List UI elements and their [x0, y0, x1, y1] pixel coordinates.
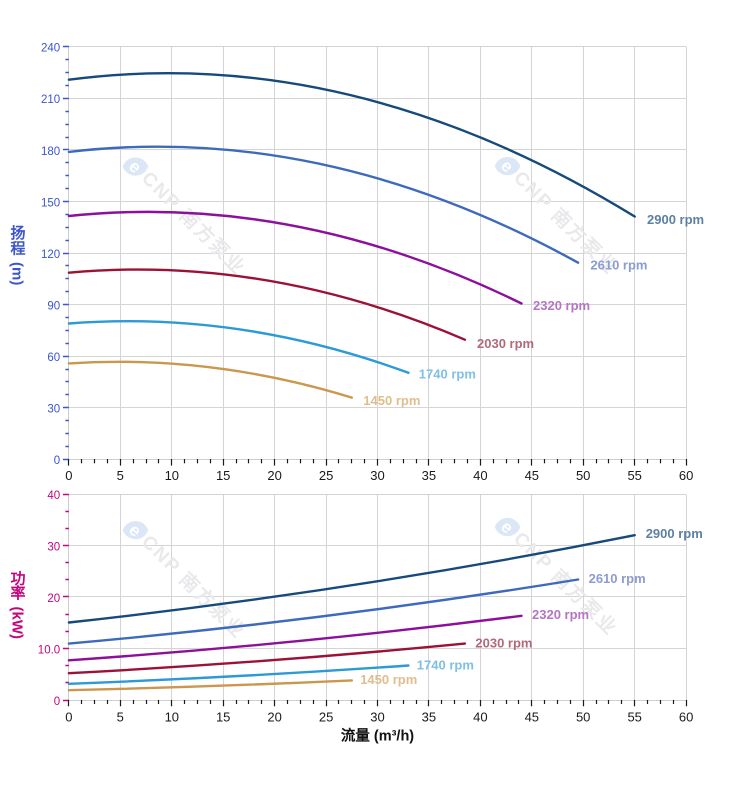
svg-text:45: 45	[525, 468, 539, 483]
svg-text:30: 30	[370, 710, 384, 725]
svg-text:50: 50	[576, 710, 590, 725]
svg-text:25: 25	[319, 710, 333, 725]
svg-text:30: 30	[47, 404, 60, 416]
svg-text:2610 rpm: 2610 rpm	[590, 257, 647, 272]
svg-text:180: 180	[41, 146, 60, 158]
svg-text:120: 120	[41, 249, 60, 261]
svg-text:1450 rpm: 1450 rpm	[360, 672, 417, 687]
svg-text:10: 10	[165, 710, 179, 725]
svg-text:1740 rpm: 1740 rpm	[419, 367, 476, 382]
svg-text:功: 功	[10, 571, 25, 588]
svg-text:150: 150	[41, 197, 60, 209]
svg-text:2030 rpm: 2030 rpm	[477, 336, 534, 351]
svg-text:60: 60	[679, 468, 693, 483]
svg-text:240: 240	[41, 43, 60, 55]
svg-text:CNP 南方泵业: CNP 南方泵业	[137, 167, 250, 280]
svg-text:40: 40	[473, 468, 487, 483]
svg-text:1450 rpm: 1450 rpm	[363, 393, 420, 408]
svg-text:10.0: 10.0	[38, 644, 60, 656]
svg-text:55: 55	[627, 710, 641, 725]
svg-text:20: 20	[47, 593, 60, 605]
svg-text:0: 0	[54, 696, 60, 708]
svg-text:流量 (m³/h): 流量 (m³/h)	[341, 727, 414, 745]
svg-text:60: 60	[679, 710, 693, 725]
svg-text:50: 50	[576, 468, 590, 483]
svg-text:5: 5	[117, 468, 124, 483]
svg-text:1740 rpm: 1740 rpm	[417, 658, 474, 673]
svg-text:扬: 扬	[10, 224, 25, 242]
svg-text:2320 rpm: 2320 rpm	[533, 298, 590, 313]
svg-text:2030 rpm: 2030 rpm	[475, 636, 532, 651]
svg-text:30: 30	[370, 468, 384, 483]
svg-text:55: 55	[627, 468, 641, 483]
svg-text:2900 rpm: 2900 rpm	[646, 526, 703, 541]
svg-text:(m): (m)	[9, 262, 26, 285]
svg-text:率: 率	[10, 584, 25, 602]
svg-text:30: 30	[47, 541, 60, 553]
svg-text:0: 0	[65, 710, 72, 725]
svg-text:25: 25	[319, 468, 333, 483]
svg-text:0: 0	[54, 455, 60, 467]
svg-text:90: 90	[47, 300, 60, 312]
svg-text:(kW): (kW)	[9, 607, 26, 640]
svg-text:10: 10	[165, 468, 179, 483]
svg-text:程: 程	[10, 240, 25, 257]
svg-text:40: 40	[47, 490, 60, 502]
svg-text:45: 45	[525, 710, 539, 725]
svg-text:15: 15	[216, 468, 230, 483]
svg-text:20: 20	[267, 468, 281, 483]
svg-text:5: 5	[117, 710, 124, 725]
svg-text:35: 35	[422, 468, 436, 483]
svg-text:60: 60	[47, 352, 60, 364]
svg-text:40: 40	[473, 710, 487, 725]
svg-text:35: 35	[422, 710, 436, 725]
svg-text:15: 15	[216, 710, 230, 725]
svg-text:2320 rpm: 2320 rpm	[532, 607, 589, 622]
svg-text:20: 20	[267, 710, 281, 725]
svg-text:210: 210	[41, 94, 60, 106]
svg-text:0: 0	[65, 468, 72, 483]
svg-text:2610 rpm: 2610 rpm	[589, 571, 646, 586]
svg-text:2900 rpm: 2900 rpm	[647, 212, 704, 227]
